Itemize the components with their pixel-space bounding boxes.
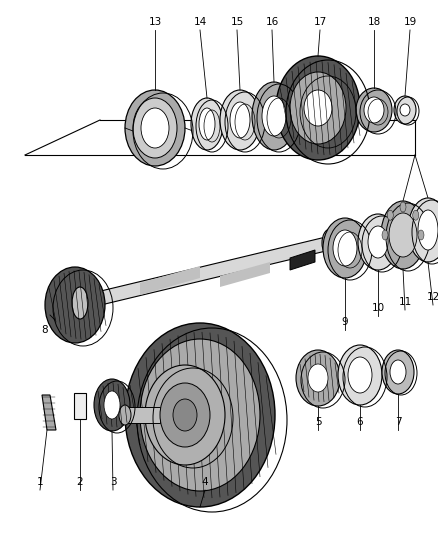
Ellipse shape — [387, 210, 393, 220]
Polygon shape — [290, 250, 315, 270]
Polygon shape — [220, 262, 270, 287]
Ellipse shape — [394, 96, 416, 124]
Text: 2: 2 — [77, 477, 83, 487]
Ellipse shape — [358, 214, 398, 270]
Ellipse shape — [308, 364, 328, 392]
Text: 14: 14 — [193, 17, 207, 27]
Ellipse shape — [230, 102, 250, 138]
Ellipse shape — [408, 198, 438, 262]
Ellipse shape — [94, 379, 130, 431]
Ellipse shape — [322, 229, 338, 257]
Ellipse shape — [119, 405, 131, 425]
Text: 1: 1 — [37, 477, 43, 487]
Ellipse shape — [400, 104, 410, 116]
Ellipse shape — [296, 350, 340, 406]
Ellipse shape — [356, 88, 392, 132]
Ellipse shape — [338, 345, 382, 405]
Ellipse shape — [390, 360, 406, 384]
Ellipse shape — [141, 108, 169, 148]
Ellipse shape — [191, 98, 223, 150]
Ellipse shape — [348, 357, 372, 393]
Text: 4: 4 — [201, 477, 208, 487]
Ellipse shape — [381, 201, 425, 269]
Ellipse shape — [145, 365, 225, 465]
Text: 6: 6 — [357, 417, 363, 427]
Text: 18: 18 — [367, 17, 381, 27]
Text: 17: 17 — [313, 17, 327, 27]
Ellipse shape — [125, 90, 185, 166]
Ellipse shape — [418, 210, 438, 250]
Text: 7: 7 — [395, 417, 401, 427]
Text: 9: 9 — [342, 317, 348, 327]
Ellipse shape — [333, 230, 357, 266]
Ellipse shape — [173, 399, 197, 431]
Text: 12: 12 — [426, 292, 438, 302]
Text: 16: 16 — [265, 17, 279, 27]
Ellipse shape — [382, 230, 388, 240]
Ellipse shape — [290, 72, 346, 144]
Polygon shape — [125, 407, 160, 423]
Text: 10: 10 — [371, 303, 385, 313]
Ellipse shape — [276, 56, 360, 160]
Text: 11: 11 — [399, 297, 412, 307]
Ellipse shape — [199, 108, 215, 140]
Ellipse shape — [368, 226, 388, 258]
Bar — [74, 393, 86, 419]
Polygon shape — [42, 395, 56, 430]
Text: 3: 3 — [110, 477, 117, 487]
Ellipse shape — [262, 96, 286, 136]
Ellipse shape — [45, 267, 105, 343]
Ellipse shape — [323, 218, 367, 278]
Ellipse shape — [364, 97, 384, 123]
Polygon shape — [80, 236, 330, 310]
Ellipse shape — [418, 230, 424, 240]
Text: 15: 15 — [230, 17, 244, 27]
Ellipse shape — [125, 323, 275, 507]
Text: 13: 13 — [148, 17, 162, 27]
Ellipse shape — [104, 391, 120, 419]
Ellipse shape — [382, 350, 414, 394]
Ellipse shape — [304, 90, 332, 126]
Text: 8: 8 — [42, 325, 48, 335]
Ellipse shape — [133, 98, 177, 158]
Ellipse shape — [220, 90, 260, 150]
Ellipse shape — [252, 82, 296, 150]
Ellipse shape — [389, 213, 417, 257]
Ellipse shape — [413, 210, 419, 220]
Text: 5: 5 — [314, 417, 321, 427]
Ellipse shape — [400, 202, 406, 212]
Polygon shape — [140, 266, 200, 295]
Text: 19: 19 — [403, 17, 417, 27]
Ellipse shape — [140, 339, 260, 491]
Ellipse shape — [72, 287, 88, 319]
Ellipse shape — [160, 383, 210, 447]
